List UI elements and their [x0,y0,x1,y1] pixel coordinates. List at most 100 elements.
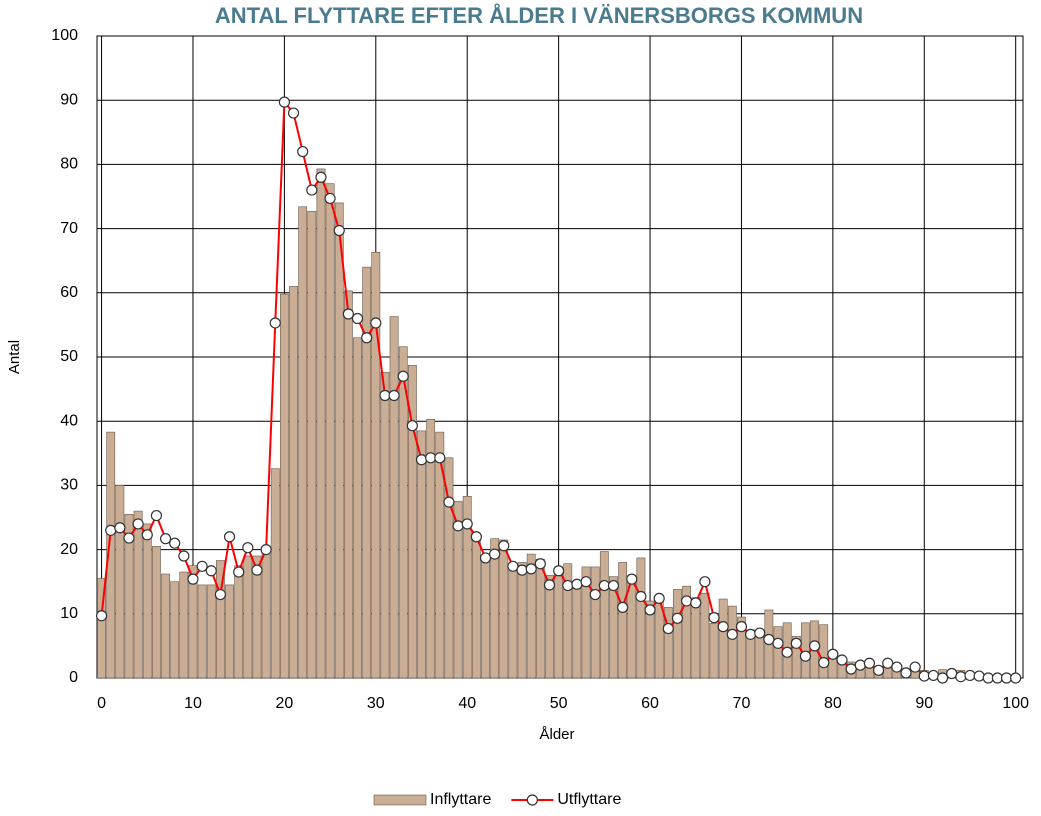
bar [106,431,116,679]
bar [161,573,170,679]
marker [607,579,620,592]
bar [270,468,280,679]
bar [133,510,143,679]
bar [362,266,372,679]
bar [682,585,692,679]
marker [872,664,885,676]
marker [900,667,912,679]
marker [909,661,921,673]
bar [526,553,536,679]
x-tick-label: 60 [641,695,659,712]
marker [370,317,382,329]
bar [188,565,198,679]
marker [132,518,144,530]
x-tick-label: 70 [733,695,751,712]
bar [234,565,244,679]
bar [663,607,673,679]
bar [691,597,701,679]
marker [863,657,876,669]
bar [554,566,564,679]
bar [535,558,545,679]
y-tick-label: 90 [60,91,78,108]
bar [599,551,609,679]
bar [700,592,710,679]
bar [819,624,829,679]
marker [626,573,638,585]
marker [489,548,501,560]
bar [279,293,289,679]
marker [617,601,629,613]
bar [170,581,180,679]
bar [718,598,728,679]
marker [845,663,857,675]
marker [324,192,336,205]
marker [982,672,994,684]
y-tick-label: 80 [60,156,78,173]
x-tick-label: 80 [824,695,842,712]
y-tick-label: 60 [60,284,78,301]
bar [407,365,417,679]
bar [252,555,262,679]
marker [644,604,656,616]
marker [671,612,684,624]
bar [609,576,618,679]
marker [251,564,263,576]
y-tick-label: 30 [60,477,78,494]
marker [233,566,245,578]
marker [443,496,455,508]
bar [773,626,783,679]
marker [553,565,565,577]
x-tick-label: 30 [367,695,385,712]
marker [653,592,665,604]
y-tick-label: 100 [51,27,78,44]
marker [781,646,793,658]
marker [114,522,126,534]
chart-title: ANTAL FLYTTARE EFTER ÅLDER I VÄNERSBORGS… [215,2,863,28]
marker [854,659,866,671]
marker [150,509,163,522]
marker [159,533,172,545]
y-tick-label: 70 [60,220,78,237]
bar [398,346,408,679]
marker [708,612,720,624]
bar [142,523,152,679]
y-axis-label: Antal [6,340,23,374]
marker [726,628,738,640]
bar [572,582,582,679]
x-tick-label: 90 [915,695,933,712]
bar [115,485,125,679]
marker [891,661,903,673]
marker [744,628,757,640]
marker [397,370,409,382]
bar [590,566,600,679]
marker [315,171,327,183]
marker [918,670,930,682]
marker [882,657,894,669]
bar [353,337,362,679]
marker [799,650,812,662]
bar [636,557,646,679]
bar [517,562,527,679]
bar [289,286,298,679]
marker [991,672,1004,684]
marker [836,654,848,666]
bar [206,584,216,679]
marker [516,564,528,576]
marker [105,524,117,536]
marker [662,622,674,635]
y-tick-label: 10 [60,605,78,622]
x-tick-label: 40 [458,695,476,712]
marker [635,590,647,603]
bar [380,372,390,679]
marker [580,576,592,588]
x-tick-label: 100 [1002,695,1029,712]
bar [97,578,106,679]
marker [818,656,830,669]
bar [215,560,225,679]
bar [435,431,445,679]
bar [243,555,253,679]
marker [306,184,318,196]
marker [95,610,108,622]
marker [470,531,482,543]
marker [123,532,135,544]
